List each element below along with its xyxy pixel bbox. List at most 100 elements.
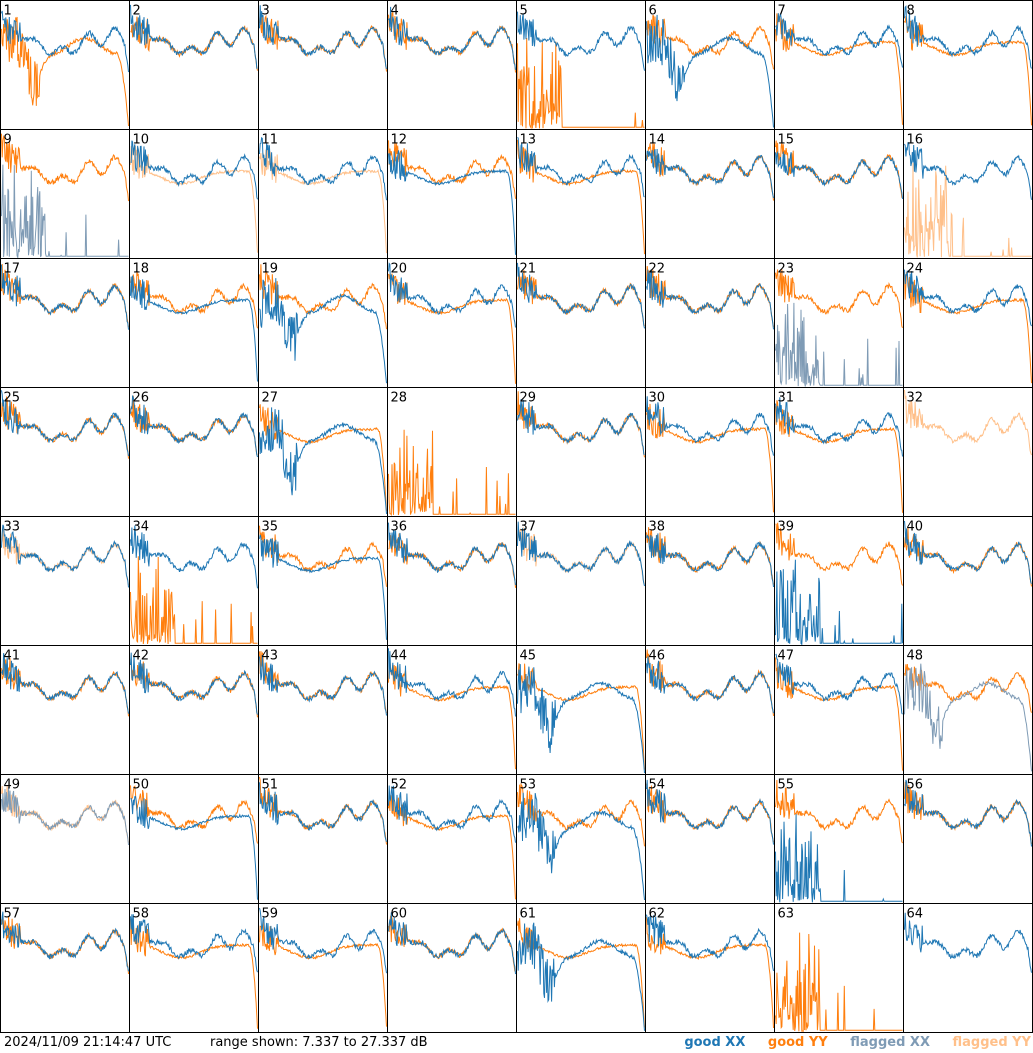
panel-9: 9	[0, 129, 130, 260]
panel-frame	[774, 129, 904, 259]
panel-60: 60	[387, 903, 517, 1033]
panel-frame	[258, 516, 388, 646]
panel-frame	[129, 516, 259, 646]
series-xx-54	[646, 779, 774, 845]
panel-label: 25	[4, 391, 21, 406]
panel-58: 58	[129, 903, 259, 1033]
panel-36: 36	[387, 516, 517, 646]
panel-frame	[0, 774, 130, 904]
legend-flagged-yy: flagged YY	[952, 1035, 1032, 1050]
panel-frame	[645, 0, 775, 130]
series-yy-27	[259, 404, 387, 511]
panel-55: 55	[774, 774, 904, 904]
series-xx-21	[517, 262, 645, 329]
series-xx-29	[517, 399, 645, 456]
panel-63: 63	[774, 903, 904, 1033]
series-yy-35	[259, 525, 387, 587]
panel-frame	[516, 258, 646, 388]
panel-label: 64	[907, 907, 924, 922]
panel-frame	[645, 387, 775, 517]
series-xx-39	[775, 559, 903, 646]
panel-frame	[903, 774, 1033, 904]
series-yy-18	[130, 270, 258, 329]
series-yy-52	[388, 795, 516, 900]
series-yy-59	[259, 919, 387, 1027]
panel-37: 37	[516, 516, 646, 646]
panel-label: 12	[391, 133, 408, 148]
panel-frame	[129, 0, 259, 130]
panel-13: 13	[516, 129, 646, 259]
panel-label: 46	[649, 649, 666, 664]
panel-label: 41	[4, 649, 21, 664]
series-xx-10	[130, 140, 258, 200]
panel-label: 4	[391, 4, 399, 19]
series-yy-24	[904, 271, 1032, 384]
panel-label: 30	[649, 391, 666, 406]
panel-label: 24	[907, 262, 924, 277]
series-xx-34	[130, 525, 258, 589]
series-xx-16	[904, 142, 1032, 200]
panel-43: 43	[258, 645, 388, 775]
series-yy-5	[517, 37, 645, 130]
panel-frame	[0, 0, 130, 130]
series-xx-36	[388, 522, 516, 586]
series-xx-3	[259, 5, 387, 70]
series-xx-41	[1, 653, 129, 714]
series-xx-20	[388, 262, 516, 328]
panel-26: 26	[129, 387, 259, 517]
series-yy-44	[388, 660, 516, 770]
legend: good XX good YY flagged XX flagged YY	[666, 1033, 1031, 1053]
series-xx-2	[130, 4, 258, 69]
panel-4: 4	[387, 0, 517, 130]
series-xx-55	[775, 814, 903, 903]
panel-label: 32	[907, 391, 924, 406]
series-xx-44	[388, 648, 516, 717]
panel-label: 6	[649, 4, 657, 19]
series-xx-50	[130, 795, 258, 900]
series-xx-1	[1, 10, 129, 73]
panel-22: 22	[645, 258, 775, 388]
panel-35: 35	[258, 516, 388, 646]
panel-28: 28	[387, 387, 517, 517]
panel-49: 49	[0, 774, 130, 904]
panel-label: 42	[133, 649, 150, 664]
panel-59: 59	[258, 903, 388, 1033]
panel-19: 19	[258, 258, 388, 388]
panel-frame	[129, 645, 259, 775]
series-xx-27	[259, 407, 387, 514]
panel-label: 37	[520, 520, 537, 535]
series-yy-31	[775, 400, 903, 513]
series-xx-62	[646, 914, 774, 972]
panel-54: 54	[645, 774, 775, 904]
series-yy-39	[775, 522, 903, 586]
series-yy-45	[517, 663, 645, 770]
series-xx-25	[1, 390, 129, 457]
panel-label: 43	[262, 649, 279, 664]
series-yy-34	[130, 556, 258, 645]
series-yy-16	[904, 162, 1032, 258]
panel-label: 38	[649, 520, 666, 535]
panel-label: 14	[649, 133, 666, 148]
series-yy-62	[646, 917, 774, 1029]
series-yy-53	[517, 782, 645, 847]
panel-label: 60	[391, 907, 408, 922]
panel-3: 3	[258, 0, 388, 130]
series-xx-4	[388, 6, 516, 70]
panel-label: 18	[133, 262, 150, 277]
panel-frame	[645, 774, 775, 904]
panel-frame	[129, 258, 259, 388]
panel-label: 5	[520, 4, 528, 19]
panel-frame	[645, 129, 775, 259]
series-xx-43	[259, 654, 387, 716]
panel-label: 20	[391, 262, 408, 277]
panel-frame	[903, 645, 1033, 775]
panel-frame	[258, 903, 388, 1033]
panel-frame	[387, 645, 517, 775]
series-xx-9	[1, 164, 129, 260]
panel-label: 34	[133, 520, 150, 535]
series-yy-30	[646, 403, 774, 513]
panel-frame	[258, 129, 388, 259]
series-xx-23	[775, 302, 903, 387]
panel-label: 48	[907, 649, 924, 664]
panel-53: 53	[516, 774, 646, 904]
